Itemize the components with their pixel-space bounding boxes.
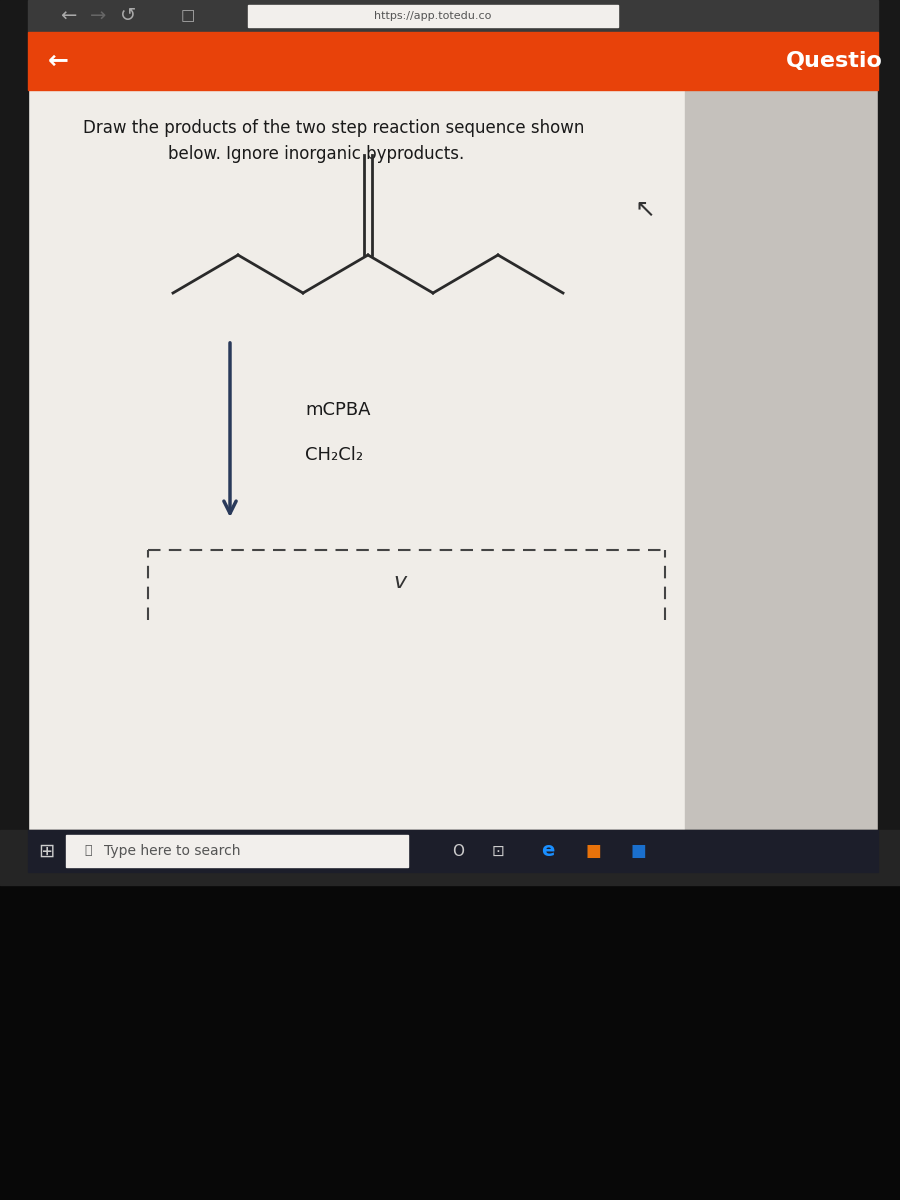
- Bar: [0, 0, 28, 1200]
- Bar: [66, 835, 408, 866]
- Text: ■: ■: [630, 842, 646, 860]
- Text: CH₂Cl₂: CH₂Cl₂: [305, 446, 363, 464]
- Text: O: O: [452, 844, 464, 858]
- Text: ←: ←: [59, 6, 76, 25]
- Text: ↖: ↖: [634, 198, 655, 222]
- Text: ←: ←: [48, 49, 68, 73]
- Text: 🔍: 🔍: [84, 845, 92, 858]
- Text: Questio: Questio: [786, 50, 883, 71]
- Text: mCPBA: mCPBA: [305, 401, 371, 419]
- Bar: [28, 90, 685, 830]
- Text: Type here to search: Type here to search: [104, 844, 240, 858]
- Bar: [28, 32, 878, 90]
- Text: https://app.totedu.co: https://app.totedu.co: [374, 11, 491, 20]
- Bar: [685, 90, 878, 830]
- Bar: [28, 0, 878, 32]
- Text: Draw the products of the two step reaction sequence shown: Draw the products of the two step reacti…: [83, 119, 584, 137]
- Text: v: v: [393, 572, 407, 592]
- Text: below. Ignore inorganic byproducts.: below. Ignore inorganic byproducts.: [168, 145, 464, 163]
- Text: e: e: [541, 841, 554, 860]
- Text: ⊡: ⊡: [491, 844, 504, 858]
- Bar: [248, 5, 618, 26]
- Bar: [28, 830, 878, 872]
- Text: □: □: [181, 8, 195, 24]
- Bar: [0, 880, 900, 1200]
- Bar: [0, 830, 900, 886]
- Bar: [878, 0, 900, 1200]
- Text: ■: ■: [585, 842, 601, 860]
- Text: ↺: ↺: [120, 6, 136, 25]
- Text: →: →: [90, 6, 106, 25]
- Text: ⊞: ⊞: [38, 841, 54, 860]
